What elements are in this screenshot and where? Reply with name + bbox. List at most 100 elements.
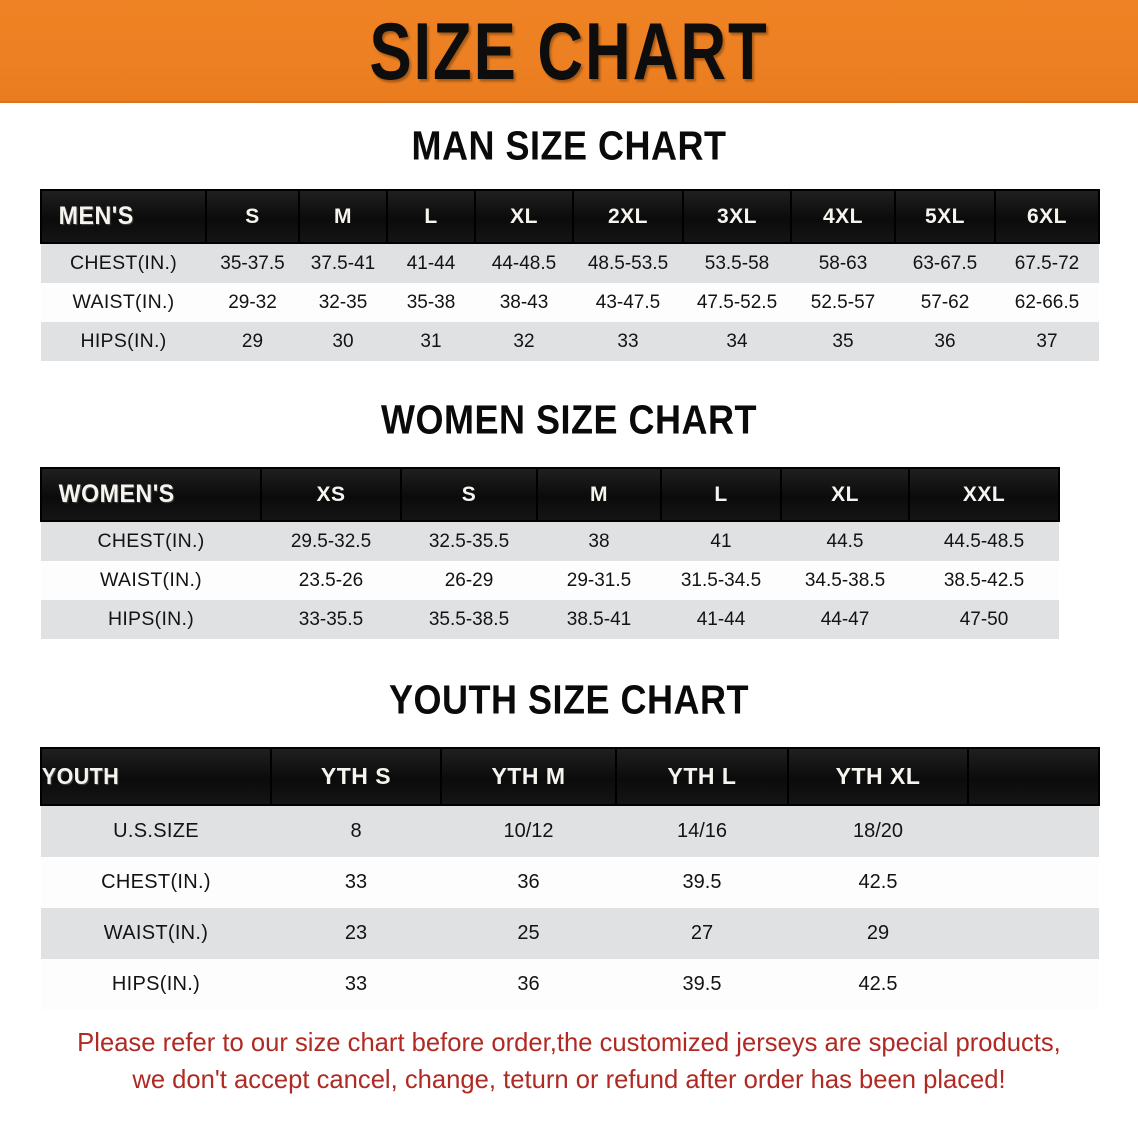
table-row: CHEST(IN.) 33 36 39.5 42.5 <box>41 857 1099 908</box>
youth-row-label: U.S.SIZE <box>41 805 271 857</box>
youth-measurement-cell: 42.5 <box>788 959 968 1010</box>
youth-measurement-cell <box>968 805 1099 857</box>
table-row: WAIST(IN.) 29-32 32-35 35-38 38-43 43-47.5 47.… <box>41 283 1099 322</box>
man-measurement-cell: 38-43 <box>475 283 573 322</box>
banner-title: SIZE CHART <box>369 5 769 96</box>
table-row: HIPS(IN.) 29 30 31 32 33 34 35 36 37 <box>41 322 1099 361</box>
women-size-table: WOMEN'S XS S M L XL XXL CHEST(IN.) 29.5-32.5 32.… <box>40 467 1099 639</box>
man-measurement-cell: 34 <box>683 322 791 361</box>
man-measurement-cell: 31 <box>387 322 475 361</box>
women-size-header: XXL <box>908 467 1060 522</box>
women-measurement-cell: 38.5-41 <box>537 600 661 639</box>
man-measurement-cell: 67.5-72 <box>995 243 1099 283</box>
women-row-label: CHEST(IN.) <box>41 521 261 561</box>
youth-table-header: YOUTH YTH S YTH M YTH L YTH XL <box>40 747 1100 806</box>
women-measurement-cell: 23.5-26 <box>261 561 401 600</box>
man-measurement-cell: 47.5-52.5 <box>683 283 791 322</box>
youth-measurement-cell: 33 <box>271 857 441 908</box>
man-measurement-cell: 41-44 <box>387 243 475 283</box>
man-measurement-cell: 57-62 <box>895 283 995 322</box>
man-size-header: 5XL <box>894 189 996 244</box>
table-row: WAIST(IN.) 23.5-26 26-29 29-31.5 31.5-34.5 34… <box>41 561 1099 600</box>
women-size-header: M <box>536 467 662 522</box>
youth-measurement-cell: 33 <box>271 959 441 1010</box>
youth-measurement-cell: 29 <box>788 908 968 959</box>
women-measurement-cell: 44.5-48.5 <box>909 521 1059 561</box>
youth-measurement-cell: 14/16 <box>616 805 788 857</box>
women-size-header: XL <box>780 467 910 522</box>
women-measurement-cell: 41-44 <box>661 600 781 639</box>
youth-measurement-cell <box>968 908 1099 959</box>
women-row-label: WAIST(IN.) <box>41 561 261 600</box>
women-size-header: S <box>400 467 538 522</box>
man-size-header: L <box>386 189 476 244</box>
man-measurement-cell: 30 <box>299 322 387 361</box>
man-section-title: MAN SIZE CHART <box>411 122 727 169</box>
table-row: U.S.SIZE 8 10/12 14/16 18/20 <box>41 805 1099 857</box>
youth-measurement-cell: 18/20 <box>788 805 968 857</box>
youth-measurement-cell: 39.5 <box>616 959 788 1010</box>
man-measurement-cell: 62-66.5 <box>995 283 1099 322</box>
youth-measurement-cell <box>968 959 1099 1010</box>
man-measurement-cell: 35-38 <box>387 283 475 322</box>
youth-corner-label: YOUTH <box>40 747 256 806</box>
women-measurement-cell: 31.5-34.5 <box>661 561 781 600</box>
women-measurement-cell: 32.5-35.5 <box>401 521 537 561</box>
man-size-header: 6XL <box>994 189 1100 244</box>
women-measurement-cell: 38 <box>537 521 661 561</box>
youth-row-label: CHEST(IN.) <box>41 857 271 908</box>
table-header-row: MEN'S S M L XL 2XL 3XL 4XL 5XL 6XL <box>40 189 1100 244</box>
man-measurement-cell: 52.5-57 <box>791 283 895 322</box>
women-section-title: WOMEN SIZE CHART <box>381 396 757 443</box>
women-size-header: XS <box>260 467 402 522</box>
youth-size-header: YTH S <box>270 747 442 806</box>
man-measurement-cell: 48.5-53.5 <box>573 243 683 283</box>
man-measurement-cell: 29 <box>206 322 299 361</box>
man-size-header: 4XL <box>790 189 896 244</box>
youth-size-header <box>967 747 1100 806</box>
disclaimer-line-2: we don't accept cancel, change, teturn o… <box>132 1063 1006 1094</box>
women-size-table-wrap: WOMEN'S XS S M L XL XXL CHEST(IN.) 29.5-32.5 32.… <box>40 467 1099 639</box>
man-size-header: 3XL <box>682 189 792 244</box>
man-size-header: M <box>298 189 388 244</box>
table-row: CHEST(IN.) 35-37.5 37.5-41 41-44 44-48.5 48.5… <box>41 243 1099 283</box>
youth-measurement-cell: 25 <box>441 908 616 959</box>
youth-section-title: YOUTH SIZE CHART <box>388 676 749 723</box>
youth-measurement-cell: 39.5 <box>616 857 788 908</box>
women-size-header: L <box>660 467 782 522</box>
man-corner-label: MEN'S <box>40 189 196 244</box>
table-header-row: YOUTH YTH S YTH M YTH L YTH XL <box>40 747 1100 806</box>
table-row: HIPS(IN.) 33-35.5 35.5-38.5 38.5-41 41-44 44-… <box>41 600 1099 639</box>
youth-size-header: YTH XL <box>787 747 969 806</box>
table-row: WAIST(IN.) 23 25 27 29 <box>41 908 1099 959</box>
women-measurement-cell: 44.5 <box>781 521 909 561</box>
man-measurement-cell: 33 <box>573 322 683 361</box>
women-measurement-cell: 47-50 <box>909 600 1059 639</box>
man-measurement-cell: 37 <box>995 322 1099 361</box>
order-policy-disclaimer: Please refer to our size chart before or… <box>44 1024 1094 1098</box>
women-measurement-cell: 35.5-38.5 <box>401 600 537 639</box>
women-measurement-cell: 41 <box>661 521 781 561</box>
man-size-header: S <box>205 189 300 244</box>
women-table-body: CHEST(IN.) 29.5-32.5 32.5-35.5 38 41 44.5 44.5… <box>41 521 1099 639</box>
man-row-label: CHEST(IN.) <box>41 243 206 283</box>
youth-size-table-wrap: YOUTH YTH S YTH M YTH L YTH XL U.S.SIZE 8 10/1… <box>40 747 1100 1010</box>
women-row-label: HIPS(IN.) <box>41 600 261 639</box>
man-measurement-cell: 63-67.5 <box>895 243 995 283</box>
youth-measurement-cell: 36 <box>441 959 616 1010</box>
women-table-header: WOMEN'S XS S M L XL XXL <box>40 467 1099 522</box>
man-row-label: HIPS(IN.) <box>41 322 206 361</box>
youth-size-table: YOUTH YTH S YTH M YTH L YTH XL U.S.SIZE 8 10/1… <box>40 747 1100 1010</box>
youth-size-header: YTH M <box>440 747 617 806</box>
youth-row-label: HIPS(IN.) <box>41 959 271 1010</box>
man-measurement-cell: 43-47.5 <box>573 283 683 322</box>
man-table-header: MEN'S S M L XL 2XL 3XL 4XL 5XL 6XL <box>40 189 1100 244</box>
women-measurement-cell: 44-47 <box>781 600 909 639</box>
man-size-header: XL <box>474 189 574 244</box>
size-chart-banner: SIZE CHART <box>0 0 1138 103</box>
man-measurement-cell: 36 <box>895 322 995 361</box>
women-measurement-cell: 26-29 <box>401 561 537 600</box>
youth-measurement-cell: 36 <box>441 857 616 908</box>
man-measurement-cell: 37.5-41 <box>299 243 387 283</box>
youth-table-body: U.S.SIZE 8 10/12 14/16 18/20 CHEST(IN.) 33 36 39… <box>41 805 1099 1010</box>
